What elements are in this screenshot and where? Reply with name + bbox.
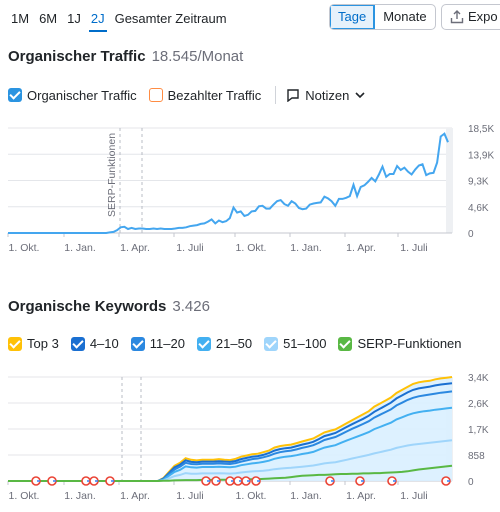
top3-checkbox[interactable] bbox=[8, 336, 22, 351]
y-tick-label: 9,3K bbox=[468, 177, 489, 188]
granularity-days-button[interactable]: Tage bbox=[330, 5, 376, 29]
legend-organic-traffic[interactable]: Organischer Traffic bbox=[8, 88, 137, 103]
traffic-chart: 18,5K 13,9K 9,3K 4,6K 0 1. Okt. 1. Jan. 1. Apr.… bbox=[7, 124, 494, 254]
keywords-chart: 3,4K 2,6K 1,7K 858 0 1. Okt. 1. Jan. 1. Apr. 1. … bbox=[7, 373, 489, 502]
x-tick-label: 1. Okt. bbox=[236, 490, 267, 502]
paid-checkbox[interactable] bbox=[148, 88, 163, 102]
legend-p4_10-label: 4–10 bbox=[89, 336, 119, 351]
period-6m[interactable]: 6M bbox=[39, 11, 58, 26]
chevron-down-icon bbox=[355, 92, 365, 99]
serp-checkbox[interactable] bbox=[338, 336, 353, 351]
legend-top3[interactable]: Top 3 bbox=[8, 336, 59, 351]
x-tick-label: 1. Apr. bbox=[346, 242, 376, 254]
period-1m[interactable]: 1M bbox=[11, 11, 30, 26]
google-update-icon[interactable] bbox=[387, 476, 397, 486]
x-tick-label: 1. Jan. bbox=[290, 242, 322, 254]
x-tick-label: 1. Juli bbox=[176, 242, 203, 254]
x-tick-label: 1. Jan. bbox=[64, 242, 96, 254]
organic-checkbox[interactable] bbox=[8, 88, 22, 102]
export-icon bbox=[450, 10, 464, 24]
legend-paid-label: Bezahlter Traffic bbox=[167, 87, 262, 103]
x-tick-label: 1. Apr. bbox=[120, 242, 150, 254]
google-update-icon[interactable] bbox=[31, 476, 41, 486]
google-update-icon[interactable] bbox=[211, 476, 221, 486]
legend-p4_10[interactable]: 4–10 bbox=[70, 336, 119, 351]
google-update-icon[interactable] bbox=[441, 476, 451, 486]
legend-divider bbox=[275, 86, 277, 104]
y-tick-label: 18,5K bbox=[468, 124, 494, 135]
google-update-icon[interactable] bbox=[47, 476, 57, 486]
period-1j[interactable]: 1J bbox=[67, 11, 81, 26]
granularity-toggle: Tage Monate bbox=[329, 4, 436, 30]
period-2j[interactable]: 2J bbox=[86, 8, 110, 32]
x-tick-label: 1. Okt. bbox=[236, 242, 267, 254]
y-tick-label: 858 bbox=[468, 451, 485, 462]
y-tick-label: 1,7K bbox=[468, 425, 489, 436]
keywords-legend: Top 3 4–10 11–20 21–50 51–100 SERP-Funktionen bbox=[8, 336, 474, 351]
x-tick-label: 1. Apr. bbox=[120, 490, 150, 502]
x-tick-label: 1. Jan. bbox=[290, 490, 322, 502]
traffic-title-text: Organischer Traffic bbox=[8, 48, 146, 65]
period-all[interactable]: Gesamter Zeitraum bbox=[114, 11, 227, 26]
legend-p11_20[interactable]: 11–20 bbox=[130, 336, 185, 351]
legend-serp-label: SERP-Funktionen bbox=[357, 336, 462, 351]
google-update-icon[interactable] bbox=[89, 476, 99, 486]
x-tick-label: 1. Okt. bbox=[9, 242, 40, 254]
y-tick-label: 13,9K bbox=[468, 150, 494, 161]
notes-dropdown[interactable]: Notizen bbox=[286, 88, 372, 103]
y-tick-label: 2,6K bbox=[468, 399, 489, 410]
x-tick-label: 1. Juli bbox=[400, 490, 427, 502]
google-update-icon[interactable] bbox=[325, 476, 335, 486]
x-tick-label: 1. Okt. bbox=[9, 490, 40, 502]
keywords-value: 3.426 bbox=[172, 298, 210, 315]
y-tick-label: 3,4K bbox=[468, 373, 489, 384]
google-update-icon[interactable] bbox=[251, 476, 261, 486]
traffic-title: Organischer Traffic 18.545/Monat bbox=[8, 48, 243, 65]
x-tick-label: 1. Apr. bbox=[346, 490, 376, 502]
p4_10-checkbox[interactable] bbox=[70, 336, 85, 351]
google-update-icon[interactable] bbox=[241, 476, 251, 486]
legend-p11_20-label: 11–20 bbox=[149, 336, 185, 351]
notes-label: Notizen bbox=[305, 87, 350, 103]
incomplete-period-band bbox=[446, 128, 453, 233]
google-update-icon[interactable] bbox=[105, 476, 115, 486]
granularity-months-button[interactable]: Monate bbox=[383, 9, 427, 24]
export-button[interactable]: Expo bbox=[441, 4, 500, 30]
traffic-value: 18.545/Monat bbox=[151, 48, 244, 65]
keywords-title-text: Organische Keywords bbox=[8, 298, 167, 315]
series-line-organic-traffic bbox=[8, 132, 449, 234]
legend-organic-label: Organischer Traffic bbox=[27, 87, 137, 103]
y-tick-label: 4,6K bbox=[468, 203, 489, 214]
x-tick-label: 1. Juli bbox=[400, 242, 427, 254]
google-update-icon[interactable] bbox=[81, 476, 91, 486]
y-tick-label: 0 bbox=[468, 229, 474, 240]
p21_50-checkbox[interactable] bbox=[196, 336, 211, 351]
legend-serp[interactable]: SERP-Funktionen bbox=[338, 336, 462, 351]
traffic-legend: Organischer Traffic Bezahlter Traffic No… bbox=[8, 86, 372, 104]
p51_100-checkbox[interactable] bbox=[264, 336, 279, 351]
google-update-icon[interactable] bbox=[233, 476, 243, 486]
export-label: Expo bbox=[468, 9, 498, 24]
p11_20-checkbox[interactable] bbox=[130, 336, 145, 351]
x-tick-label: 1. Jan. bbox=[64, 490, 96, 502]
serp-annotation-label: SERP-Funktionen bbox=[106, 133, 118, 217]
legend-top3-label: Top 3 bbox=[27, 336, 59, 351]
legend-p51_100-label: 51–100 bbox=[283, 336, 327, 351]
keywords-area-fill bbox=[8, 377, 452, 481]
x-tick-label: 1. Juli bbox=[176, 490, 203, 502]
legend-p51_100[interactable]: 51–100 bbox=[264, 336, 326, 351]
comment-icon bbox=[287, 89, 299, 102]
legend-p21_50-label: 21–50 bbox=[215, 336, 253, 351]
legend-p21_50[interactable]: 21–50 bbox=[196, 336, 253, 351]
google-update-icon[interactable] bbox=[225, 476, 235, 486]
legend-paid-traffic[interactable]: Bezahlter Traffic bbox=[148, 87, 262, 103]
google-update-icon[interactable] bbox=[201, 476, 211, 486]
period-selector: 1M 6M 1J 2J Gesamter Zeitraum bbox=[6, 8, 232, 32]
keywords-title: Organische Keywords 3.426 bbox=[8, 298, 210, 315]
y-tick-label: 0 bbox=[468, 477, 474, 488]
google-update-icon[interactable] bbox=[355, 476, 365, 486]
